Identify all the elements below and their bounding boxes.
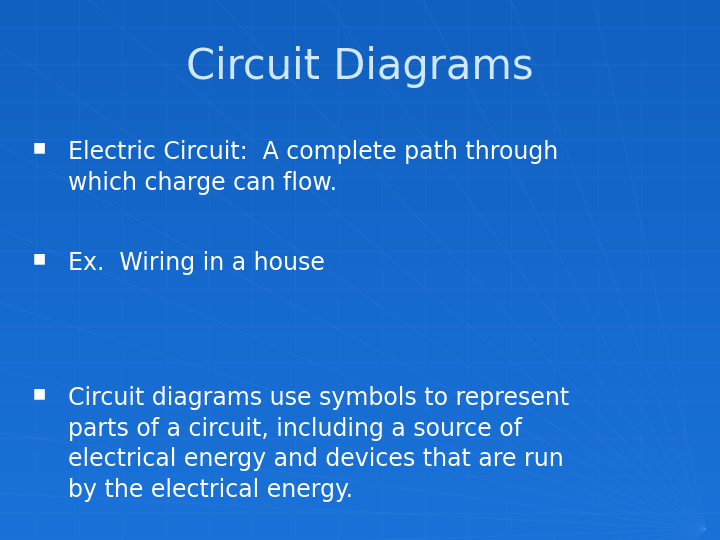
Text: ■: ■ — [33, 251, 46, 265]
Text: Ex.  Wiring in a house: Ex. Wiring in a house — [68, 251, 325, 275]
Text: Circuit Diagrams: Circuit Diagrams — [186, 46, 534, 88]
Text: ■: ■ — [33, 140, 46, 154]
Text: Circuit diagrams use symbols to represent
parts of a circuit, including a source: Circuit diagrams use symbols to represen… — [68, 386, 570, 502]
Text: ■: ■ — [33, 386, 46, 400]
Text: Electric Circuit:  A complete path through
which charge can flow.: Electric Circuit: A complete path throug… — [68, 140, 559, 195]
